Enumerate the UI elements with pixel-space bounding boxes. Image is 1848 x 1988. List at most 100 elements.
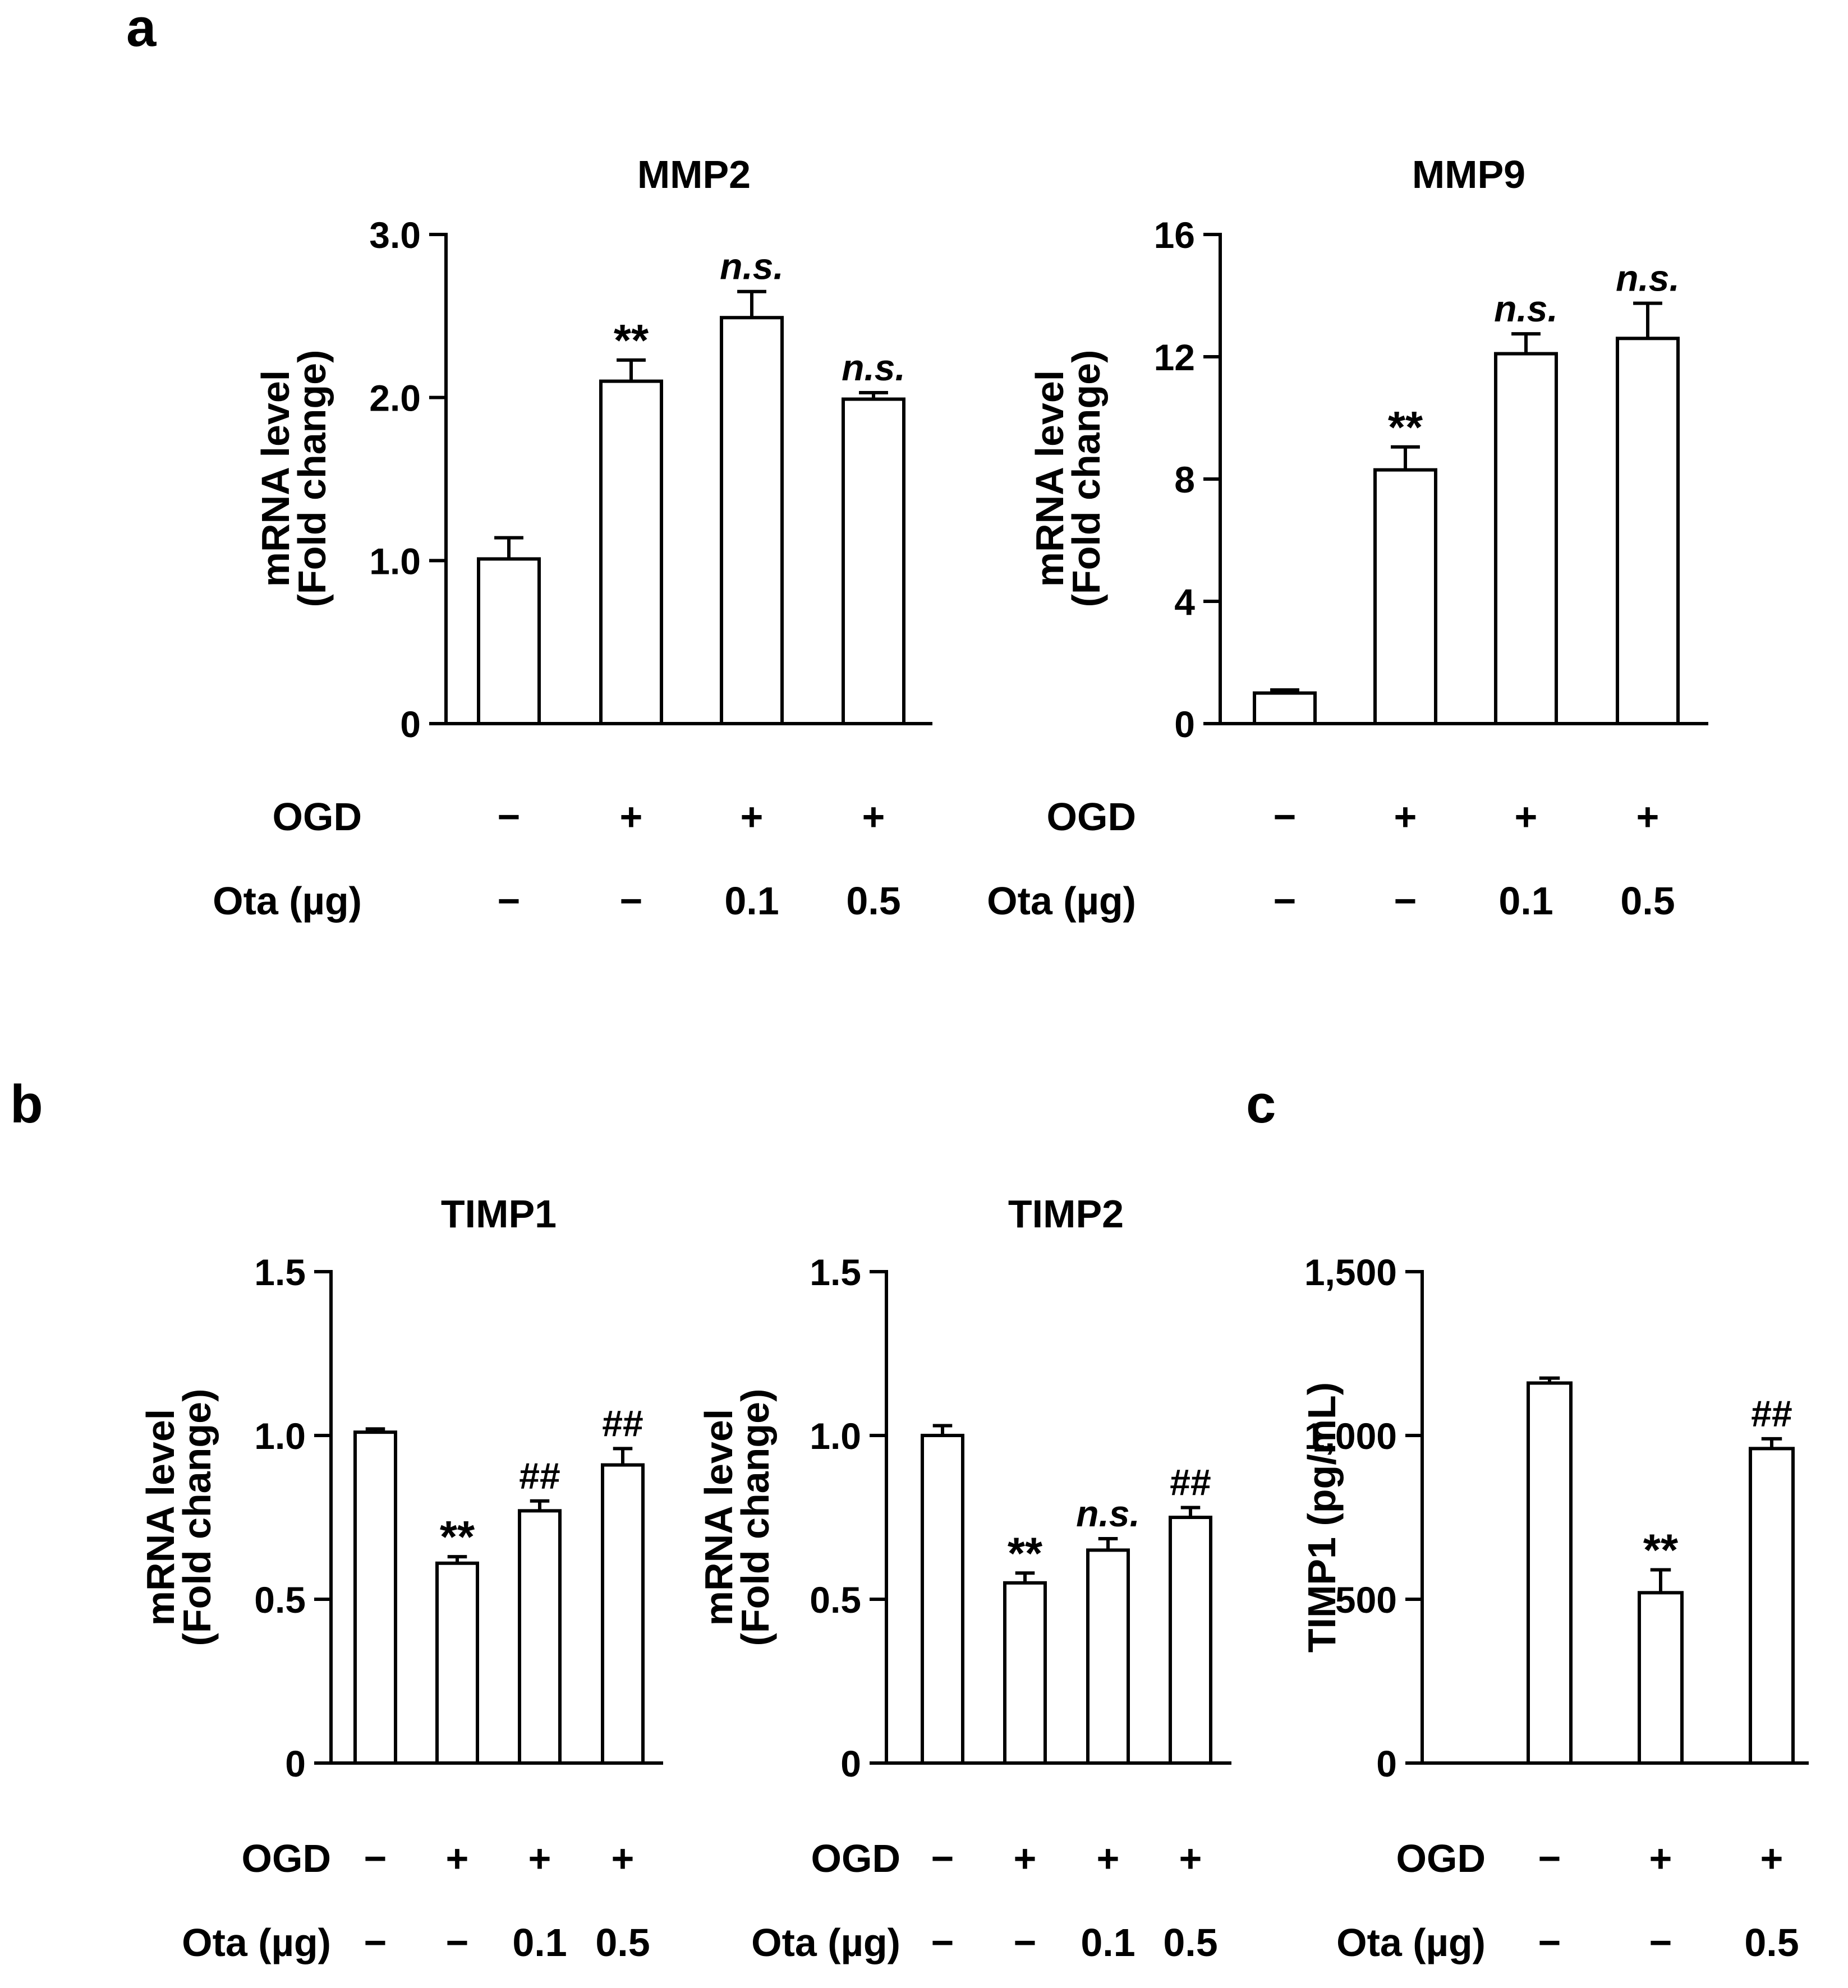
bar <box>1638 1591 1684 1765</box>
significance-label: ## <box>1170 1461 1211 1503</box>
y-axis-label: (Fold change) <box>1064 350 1108 608</box>
y-tick-label: 3.0 <box>369 214 421 256</box>
y-tick-label: 0.5 <box>810 1579 861 1621</box>
ogd-value: − <box>364 1837 387 1880</box>
chart-title: MMP2 <box>637 153 751 196</box>
ota-value: − <box>498 879 521 923</box>
bar <box>1003 1581 1047 1765</box>
chart-timp1-elisa: TIMP1 (pg/mL) 0 500 1,000 1,500 ** ## OGD Ota (µ… <box>1300 1251 1809 1964</box>
significance-label: ## <box>602 1402 643 1444</box>
y-axis-label: TIMP1 (pg/mL) <box>1300 1382 1344 1653</box>
significance-label: ** <box>1643 1525 1679 1575</box>
y-tick-label: 1,000 <box>1304 1415 1397 1457</box>
ogd-row-label: OGD <box>1396 1837 1486 1880</box>
significance-label: ** <box>440 1512 475 1562</box>
ota-value: 0.5 <box>1163 1921 1217 1964</box>
ogd-value: + <box>620 795 643 839</box>
bar <box>601 1463 645 1765</box>
y-axis-label: mRNA level <box>139 1409 182 1626</box>
ota-value: 0.5 <box>1744 1921 1799 1964</box>
significance-label: ## <box>519 1455 560 1497</box>
y-tick-label: 500 <box>1335 1579 1397 1621</box>
chart-mmp9: MMP9 mRNA level(Fold change) 0 4 8 12 16 ** n.s.… <box>987 153 1708 923</box>
y-axis-label: (Fold change) <box>175 1389 219 1646</box>
bar <box>1253 691 1317 725</box>
ota-value: − <box>1649 1921 1672 1964</box>
ota-value: − <box>446 1921 469 1964</box>
y-axis-label: (Fold change) <box>733 1389 777 1646</box>
ogd-value: + <box>1515 795 1538 839</box>
significance-label: n.s. <box>720 246 784 287</box>
panel-label-a: a <box>126 0 157 58</box>
ogd-value: − <box>498 795 521 839</box>
y-axis-label: (Fold change) <box>290 350 334 608</box>
y-tick-label: 1.5 <box>810 1251 861 1293</box>
y-axis-label: mRNA level <box>254 370 297 587</box>
ota-value: 0.5 <box>1620 879 1675 923</box>
ogd-value: − <box>1274 795 1297 839</box>
bar <box>1169 1516 1212 1765</box>
significance-label: ** <box>614 315 649 365</box>
chart-timp1: TIMP1 mRNA level(Fold change) 0 0.5 1.0 1.5 **… <box>139 1192 663 1964</box>
significance-label: ** <box>1008 1528 1043 1578</box>
significance-label: n.s. <box>1076 1493 1140 1534</box>
ota-value: 0.1 <box>1081 1921 1135 1964</box>
ota-row-label: Ota (µg) <box>1336 1921 1486 1964</box>
y-tick-label: 0 <box>285 1743 306 1784</box>
ogd-value: + <box>1097 1837 1120 1880</box>
y-tick-label: 8 <box>1174 459 1195 500</box>
y-tick-label: 4 <box>1174 581 1195 623</box>
ota-value: 0.1 <box>512 1921 567 1964</box>
bar <box>1616 337 1680 725</box>
bar <box>1373 468 1437 726</box>
ota-value: − <box>1014 1921 1037 1964</box>
ogd-value: + <box>446 1837 469 1880</box>
bar <box>353 1430 397 1765</box>
ogd-value: − <box>1538 1837 1561 1880</box>
panel-label-b: b <box>10 1074 43 1134</box>
y-tick-label: 1.0 <box>810 1415 861 1457</box>
chart-title: TIMP1 <box>441 1192 557 1236</box>
y-tick-label: 0 <box>1376 1743 1397 1784</box>
significance-label: ## <box>1751 1393 1792 1434</box>
bar <box>599 379 663 725</box>
ota-value: 0.5 <box>846 879 900 923</box>
panel-label-c: c <box>1246 1074 1276 1134</box>
ogd-value: + <box>1179 1837 1202 1880</box>
ogd-row-label: OGD <box>242 1837 331 1880</box>
y-tick-label: 0.5 <box>254 1579 306 1621</box>
ota-value: − <box>1394 879 1417 923</box>
y-tick-label: 1.5 <box>254 1251 306 1293</box>
y-axis-label: mRNA level <box>697 1409 741 1626</box>
ogd-value: + <box>1760 1837 1783 1880</box>
ogd-value: + <box>528 1837 551 1880</box>
bar <box>518 1509 562 1765</box>
y-tick-label: 0 <box>1174 703 1195 745</box>
significance-label: n.s. <box>1616 257 1680 299</box>
ogd-value: + <box>1394 795 1417 839</box>
ogd-value: − <box>931 1837 954 1880</box>
ota-value: 0.1 <box>724 879 779 923</box>
y-tick-label: 0 <box>400 703 421 745</box>
bar <box>477 557 541 726</box>
ota-value: − <box>1538 1921 1561 1964</box>
significance-label: ** <box>1388 402 1423 452</box>
ogd-value: + <box>741 795 764 839</box>
ogd-value: + <box>1014 1837 1037 1880</box>
y-axis-label: mRNA level <box>1028 370 1072 587</box>
ota-row-label: Ota (µg) <box>213 879 362 923</box>
ota-value: − <box>364 1921 387 1964</box>
ota-value: − <box>620 879 643 923</box>
bar <box>435 1561 479 1765</box>
ogd-value: + <box>1636 795 1659 839</box>
ota-row-label: Ota (µg) <box>182 1921 331 1964</box>
ota-value: 0.1 <box>1498 879 1553 923</box>
ogd-value: + <box>1649 1837 1672 1880</box>
bar <box>1494 352 1558 725</box>
y-tick-label: 1.0 <box>369 540 421 582</box>
bar <box>1749 1447 1795 1765</box>
y-tick-label: 12 <box>1154 337 1195 378</box>
y-tick-label: 1.0 <box>254 1415 306 1457</box>
ogd-row-label: OGD <box>1047 795 1136 839</box>
